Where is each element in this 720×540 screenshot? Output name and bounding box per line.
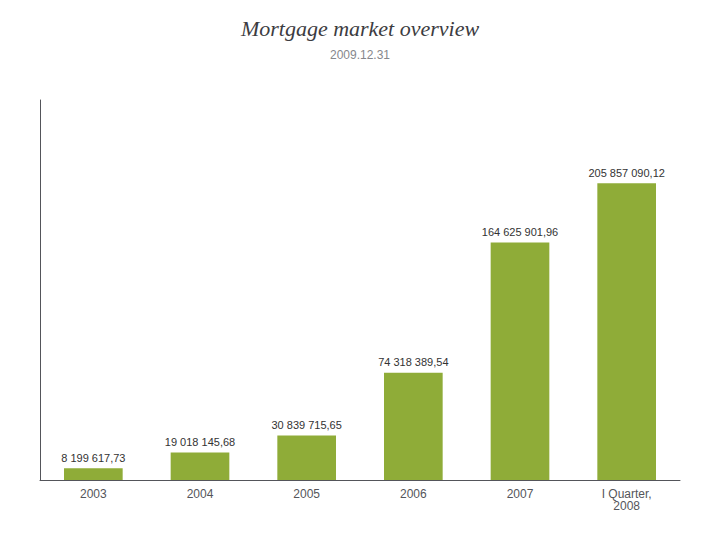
svg-text:164 625 901,96: 164 625 901,96 (482, 226, 558, 238)
svg-text:2008: 2008 (613, 499, 640, 513)
svg-text:Mortgage market overview: Mortgage market overview (240, 16, 480, 41)
svg-text:2003: 2003 (80, 487, 107, 501)
svg-text:205 857 090,12: 205 857 090,12 (588, 167, 664, 179)
svg-text:2005: 2005 (293, 487, 320, 501)
svg-text:I Quarter,: I Quarter, (601, 487, 652, 501)
svg-text:2006: 2006 (400, 487, 427, 501)
svg-text:19 018 145,68: 19 018 145,68 (165, 436, 235, 448)
svg-text:74 318 389,54: 74 318 389,54 (378, 356, 448, 368)
svg-text:30 839 715,65: 30 839 715,65 (271, 419, 341, 431)
svg-text:2004: 2004 (187, 487, 214, 501)
svg-text:2009.12.31: 2009.12.31 (330, 48, 390, 62)
svg-text:2007: 2007 (507, 487, 534, 501)
svg-text:8 199 617,73: 8 199 617,73 (61, 452, 125, 464)
